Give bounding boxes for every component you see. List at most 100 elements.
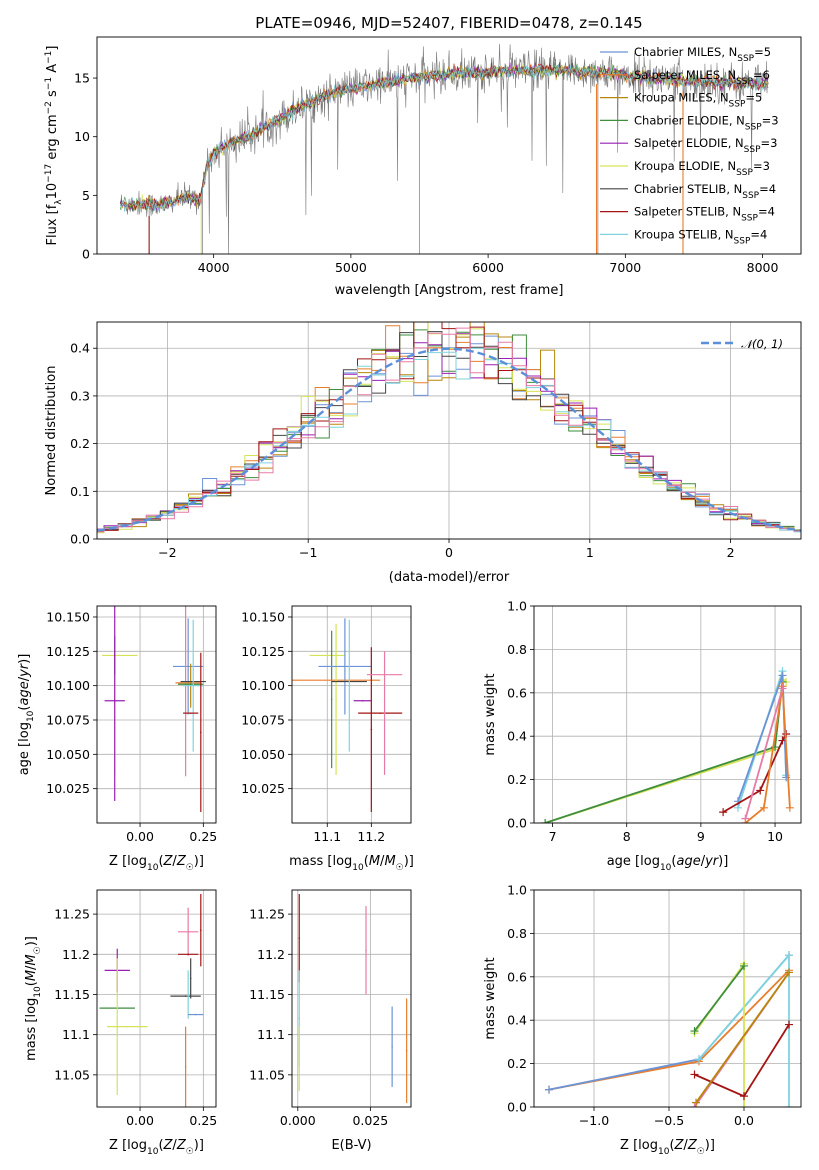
y-tick-label: 10.100 — [241, 678, 285, 693]
y-tick-label: 0.4 — [507, 729, 527, 744]
age-vs-Z-panel: 0.00 0.25 10.025 10.050 10.075 10.100 10.125 10… — [17, 605, 217, 873]
legend-label: 𝒩(0, 1) — [741, 337, 783, 351]
errorbar-point — [192, 684, 195, 687]
y-tick-label: 10.025 — [241, 781, 285, 796]
age-vs-Z-plot-area — [102, 606, 206, 813]
y-tick-label: 0.4 — [70, 341, 90, 356]
y-axis-label: mass weight — [483, 957, 498, 1039]
x-tick-label: 11.2 — [357, 829, 385, 844]
weight-marker — [740, 1103, 748, 1107]
errorbar-point — [379, 712, 381, 714]
weight-marker — [541, 819, 550, 823]
weight-marker — [778, 684, 787, 693]
errorbar-point — [370, 728, 373, 731]
y-axis-label: age [log10(age/yr)] — [17, 654, 36, 776]
mass-vs-EBV-panel: 0.000 0.025 11.05 11.1 11.15 11.2 11.25 E(B-V) — [249, 889, 412, 1153]
y-tick-label: 0.8 — [507, 642, 527, 657]
legend-label: Chabrier MILES, NSSP=5 — [634, 45, 771, 64]
x-tick-label: 11.1 — [313, 829, 341, 844]
x-tick-label: −2 — [158, 545, 176, 560]
weight-line — [693, 965, 745, 1032]
y-tick-label: 0.0 — [507, 1100, 527, 1115]
weight-vs-age-panel: 7 8 9 10 0.0 0.2 0.4 0.6 0.8 1.0 age [log10(age/yr… — [483, 599, 802, 873]
y-tick-label: 10.050 — [241, 747, 285, 762]
x-axis-label: Z [log10(Z/Z☉)] — [109, 1138, 204, 1157]
errorbar-point — [187, 665, 189, 668]
y-tick-label: 15 — [74, 71, 90, 86]
mass-vs-EBV-plot-area — [298, 894, 408, 1103]
x-tick-label: 0.0 — [734, 1113, 754, 1128]
weight-vs-Z-plot-area — [545, 951, 793, 1107]
errorbar-point — [335, 698, 337, 701]
axes-frame — [96, 605, 217, 824]
residuals-panel: −2 −1 0 1 2 0.0 0.1 0.2 0.3 0.4 𝒩(0, 1) (data-model… — [44, 321, 802, 585]
y-tick-label: 10 — [74, 129, 90, 144]
weight-marker — [785, 803, 794, 812]
x-axis-label: mass [log10(M/M☉)] — [289, 854, 414, 873]
x-tick-label: 0.00 — [126, 829, 154, 844]
x-tick-label: 7 — [549, 829, 557, 844]
x-tick-label: 0.000 — [280, 1113, 316, 1128]
weight-marker — [719, 808, 728, 817]
y-axis-label: Flux [fλ10−17 erg cm−2 s−1 A−1] — [44, 46, 64, 246]
legend-label: Kroupa STELIB, NSSP=4 — [634, 227, 767, 246]
weight-marker — [690, 1103, 699, 1107]
y-tick-label: 11.2 — [257, 947, 285, 962]
y-tick-label: 11.25 — [249, 907, 285, 922]
weight-vs-Z-panel: −1.0 −0.5 0.0 0.0 0.2 0.4 0.6 0.8 1.0 Z [log10(Z/… — [483, 883, 802, 1157]
x-tick-label: 0 — [445, 545, 453, 560]
errorbar-point — [200, 929, 202, 931]
errorbar-point — [344, 665, 346, 668]
axes-frame — [96, 36, 802, 255]
errorbar-point — [330, 698, 333, 701]
x-axis-label: E(B-V) — [331, 1138, 371, 1153]
axes-frame — [96, 321, 802, 540]
y-tick-label: 11.15 — [249, 987, 285, 1002]
y-tick-label: 0.6 — [507, 685, 527, 700]
x-tick-label: −1.0 — [579, 1113, 609, 1128]
y-tick-label: 11.05 — [54, 1067, 90, 1082]
y-tick-label: 0.6 — [507, 969, 527, 984]
x-axis-label: (data-model)/error — [389, 570, 510, 585]
x-axis-label: Z [log10(Z/Z☉)] — [109, 854, 204, 873]
errorbar-point — [189, 712, 192, 714]
legend-label: Chabrier STELIB, NSSP=4 — [634, 182, 776, 201]
y-tick-label: 10.150 — [46, 609, 90, 624]
y-tick-label: 0.0 — [70, 532, 90, 547]
x-axis-label: age [log10(age/yr)] — [607, 854, 729, 873]
y-tick-label: 1.0 — [507, 599, 527, 614]
model-spectrum-line — [119, 64, 769, 213]
x-tick-label: −1 — [299, 545, 317, 560]
y-tick-label: 5 — [82, 188, 90, 203]
mass-vs-Z-panel: 0.00 0.25 11.05 11.1 11.15 11.2 11.25 Z [log10(… — [24, 889, 217, 1157]
x-tick-label: 10 — [767, 829, 783, 844]
weight-vs-age-plot-area — [541, 667, 794, 823]
axes-frame — [291, 889, 412, 1108]
y-tick-label: 10.125 — [46, 644, 90, 659]
weight-marker — [545, 1085, 553, 1094]
weight-marker — [756, 786, 765, 795]
errorbar-point — [187, 682, 189, 684]
weight-line — [544, 681, 784, 823]
age-vs-mass-panel: 11.1 11.2 10.025 10.050 10.075 10.100 10.125 10… — [241, 605, 414, 873]
weight-marker — [785, 1103, 793, 1107]
legend-label: Kroupa ELODIE, NSSP=3 — [634, 159, 770, 178]
y-tick-label: 10.150 — [241, 609, 285, 624]
y-tick-label: 10.050 — [46, 747, 90, 762]
y-tick-label: 0.2 — [507, 772, 527, 787]
y-tick-label: 0.0 — [507, 816, 527, 831]
errorbar-point — [326, 654, 329, 657]
y-tick-label: 0.3 — [70, 388, 90, 403]
y-axis-label: Normed distribution — [44, 366, 59, 496]
x-tick-label: 1 — [586, 545, 594, 560]
errorbar-point — [200, 731, 202, 734]
y-tick-label: 1.0 — [507, 883, 527, 898]
y-tick-label: 0.1 — [70, 484, 90, 499]
y-tick-label: 0 — [82, 247, 90, 262]
errorbar-point — [126, 1025, 129, 1028]
y-tick-label: 10.125 — [241, 644, 285, 659]
errorbar-point — [184, 1066, 187, 1068]
y-tick-label: 0.2 — [507, 1056, 527, 1071]
legend-label: Salpeter MILES, NSSP=6 — [634, 68, 770, 87]
